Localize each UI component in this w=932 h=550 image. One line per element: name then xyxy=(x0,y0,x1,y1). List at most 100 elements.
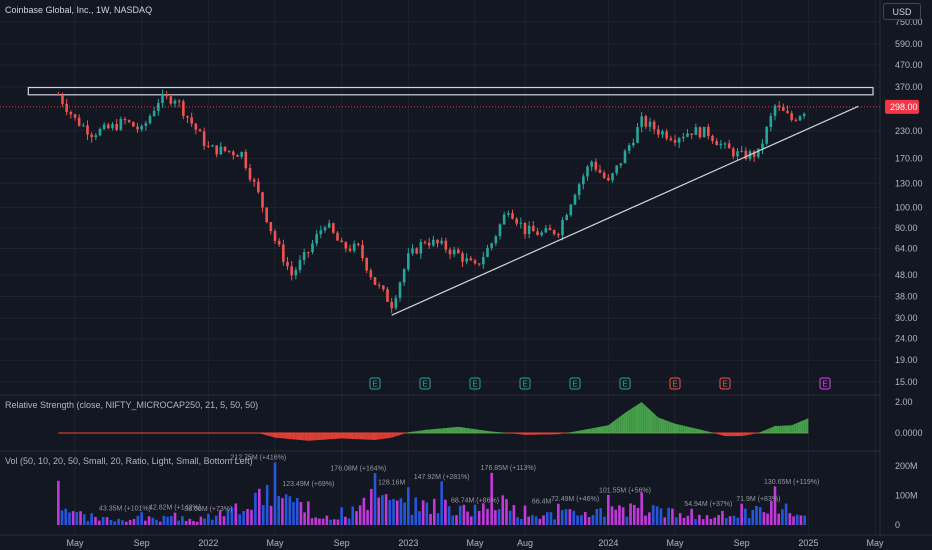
price-axis[interactable]: 750.00 590.00 470.00 370.00 230.00 170.00 130.… xyxy=(895,17,923,530)
volume-pane[interactable]: 43.35M (+101%)42.82M (+142%)38.66M (+73%… xyxy=(57,455,819,525)
volume-bar xyxy=(169,516,173,525)
rs-area-segment xyxy=(697,429,700,433)
candle-body xyxy=(677,138,681,143)
volume-bar xyxy=(425,502,429,525)
rs-area-segment xyxy=(664,419,667,433)
rs-area-segment xyxy=(804,419,807,433)
earnings-marker[interactable]: E xyxy=(719,377,731,390)
candlesticks[interactable] xyxy=(57,89,806,314)
rs-area-segment xyxy=(497,432,500,433)
candle-body xyxy=(340,240,343,243)
volume-bar xyxy=(678,513,682,525)
volume-tick-label: 100M xyxy=(895,491,918,501)
volume-bar xyxy=(421,500,425,525)
candle-body xyxy=(348,248,352,251)
volume-bar xyxy=(351,506,355,525)
rs-area-segment xyxy=(493,431,496,433)
candle-body xyxy=(523,222,527,235)
candle-body xyxy=(657,129,660,135)
earnings-marker-box xyxy=(819,377,831,390)
candle-body xyxy=(444,240,448,250)
earnings-marker[interactable]: E xyxy=(419,377,431,390)
volume-bar xyxy=(648,512,651,525)
volume-bar xyxy=(136,515,140,525)
volume-bar xyxy=(781,509,784,525)
time-tick-label: May xyxy=(466,538,484,548)
trendline[interactable] xyxy=(391,105,859,316)
volume-bar xyxy=(166,516,169,525)
rs-area-segment xyxy=(672,422,675,433)
candle-body xyxy=(769,115,773,127)
resistance-zone[interactable] xyxy=(27,86,874,96)
rs-area-segment xyxy=(789,425,792,433)
volume-bar xyxy=(792,516,795,525)
candle-body xyxy=(544,228,548,233)
rs-area-segment xyxy=(429,429,434,433)
volume-bar xyxy=(57,480,60,525)
candle-body xyxy=(302,252,306,261)
volume-bar xyxy=(188,518,192,525)
candle-body xyxy=(286,261,289,267)
earnings-marker[interactable]: E xyxy=(469,377,481,390)
earnings-marker-label: E xyxy=(422,380,427,389)
volume-bar xyxy=(659,508,663,525)
volume-bar xyxy=(758,507,762,525)
candle-body xyxy=(277,240,281,245)
rs-area-segment xyxy=(425,429,430,433)
volume-bar xyxy=(717,515,720,525)
candle-body xyxy=(586,166,589,177)
earnings-marker-label: E xyxy=(372,380,377,389)
candle-body xyxy=(552,230,556,235)
time-tick-label: May xyxy=(266,538,284,548)
candle-body xyxy=(319,230,323,235)
volume-annotation: 38.66M (+73%) xyxy=(184,506,232,513)
candle-body xyxy=(327,223,331,228)
earnings-marker[interactable]: E xyxy=(569,377,581,390)
earnings-marker[interactable]: E xyxy=(619,377,631,390)
volume-bar xyxy=(79,511,82,525)
volume-bar xyxy=(564,509,568,525)
rs-area-segment xyxy=(312,433,317,441)
candle-body xyxy=(527,225,531,235)
candle-body xyxy=(248,168,252,180)
volume-bar xyxy=(519,519,523,525)
volume-indicator-title: Vol (50, 10, 20, 50, Small, 20, Ratio, L… xyxy=(5,456,253,466)
volume-bar xyxy=(747,518,751,525)
volume-bar xyxy=(795,514,799,525)
volume-annotation: 176.08M (+164%) xyxy=(330,465,386,472)
candle-body xyxy=(686,133,689,137)
earnings-marker[interactable]: E xyxy=(369,377,381,390)
time-axis[interactable]: May Sep 2022 May Sep 2023 May Aug 2024 May Sep 2025… xyxy=(66,538,884,548)
volume-bar xyxy=(414,497,418,525)
rs-area-segment xyxy=(400,433,403,435)
rs-area-segment xyxy=(358,433,363,440)
rs-area-segment xyxy=(541,433,546,435)
rs-area-segment xyxy=(689,427,692,433)
volume-annotation: 101.55M (+56%) xyxy=(599,487,651,494)
rs-area-segment xyxy=(414,431,417,433)
volume-bar xyxy=(788,513,792,525)
earnings-marker[interactable]: E xyxy=(519,377,531,390)
relative-strength-pane[interactable] xyxy=(58,402,809,441)
volume-bar xyxy=(534,516,538,525)
candle-body xyxy=(536,231,539,236)
earnings-marker[interactable]: E xyxy=(669,377,681,390)
currency-button[interactable]: USD xyxy=(883,3,921,20)
volume-bar xyxy=(347,518,351,525)
volume-bar xyxy=(655,506,659,525)
volume-bar xyxy=(432,498,436,525)
volume-bar xyxy=(803,515,806,525)
rs-area-segment xyxy=(377,433,380,440)
candle-body xyxy=(419,242,423,254)
rs-area-segment xyxy=(608,423,611,433)
earnings-marker[interactable]: E xyxy=(819,377,831,390)
rs-area-segment xyxy=(610,422,613,433)
rs-area-segment xyxy=(408,431,411,433)
volume-bar xyxy=(407,487,410,525)
rs-area-segment xyxy=(516,433,519,435)
rs-area-segment xyxy=(752,433,755,435)
rs-area-segment xyxy=(445,427,450,433)
rs-area-segment xyxy=(333,433,338,440)
